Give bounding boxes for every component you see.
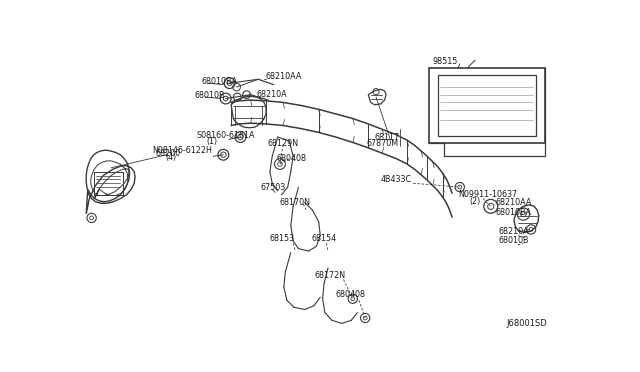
Text: 68210AA: 68210AA: [495, 198, 532, 207]
Text: 68170N: 68170N: [280, 198, 311, 207]
Text: 68010B: 68010B: [195, 91, 225, 100]
Text: (1): (1): [206, 137, 218, 146]
Text: 68210A: 68210A: [257, 90, 287, 99]
Text: 68010BA: 68010BA: [202, 77, 237, 86]
Text: 680408: 680408: [276, 154, 306, 163]
Text: 68210A: 68210A: [499, 227, 529, 236]
Text: 68172N: 68172N: [314, 271, 345, 280]
Bar: [438, 76, 536, 135]
Text: 68154: 68154: [312, 234, 337, 243]
Text: 68117: 68117: [374, 132, 399, 141]
Text: (2): (2): [470, 197, 481, 206]
Text: 68010B: 68010B: [499, 237, 529, 246]
Text: J68001SD: J68001SD: [506, 319, 547, 328]
Text: (4): (4): [165, 153, 177, 162]
Text: 68153: 68153: [269, 234, 294, 243]
Text: 68129N: 68129N: [268, 139, 299, 148]
Text: 4B433C: 4B433C: [381, 175, 412, 184]
Text: 68210AA: 68210AA: [266, 72, 302, 81]
Text: 68010BA: 68010BA: [495, 208, 531, 217]
Text: N08146-6122H: N08146-6122H: [152, 147, 212, 155]
Text: 680408: 680408: [336, 291, 365, 299]
Text: 67503: 67503: [260, 183, 286, 192]
Text: N09911-10637: N09911-10637: [458, 190, 517, 199]
Text: 67870M: 67870M: [367, 139, 399, 148]
Text: 68200: 68200: [156, 150, 181, 158]
Text: 98515: 98515: [433, 57, 458, 66]
Bar: [429, 68, 545, 143]
Text: S08160-6161A: S08160-6161A: [196, 131, 255, 140]
